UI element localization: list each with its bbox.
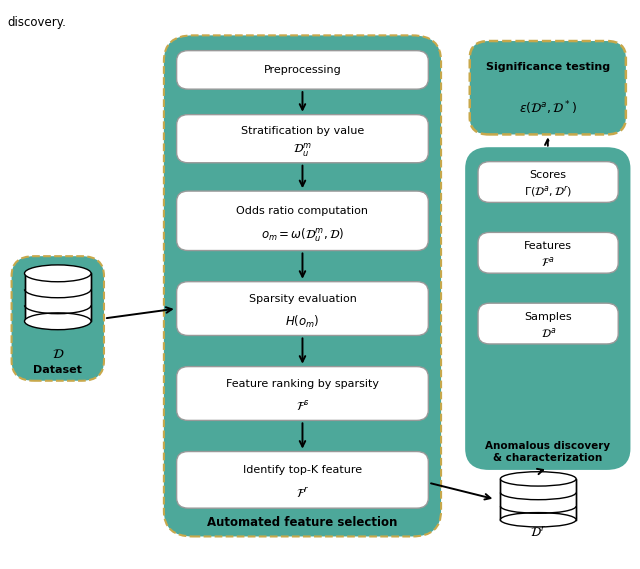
FancyBboxPatch shape xyxy=(164,35,441,537)
Text: $\mathcal{D}^a$: $\mathcal{D}^a$ xyxy=(541,326,556,340)
FancyBboxPatch shape xyxy=(177,452,428,508)
Text: $\epsilon(\mathcal{D}^a, \mathcal{D}^*)$: $\epsilon(\mathcal{D}^a, \mathcal{D}^*)$ xyxy=(519,100,577,117)
FancyBboxPatch shape xyxy=(177,51,428,89)
Text: Scores: Scores xyxy=(530,170,566,180)
Text: $\Gamma(\mathcal{D}^a, \mathcal{D}^r)$: $\Gamma(\mathcal{D}^a, \mathcal{D}^r)$ xyxy=(524,184,572,199)
FancyBboxPatch shape xyxy=(177,191,428,250)
FancyBboxPatch shape xyxy=(478,232,618,273)
Text: Odds ratio computation: Odds ratio computation xyxy=(236,205,369,216)
Text: Stratification by value: Stratification by value xyxy=(241,126,364,135)
Ellipse shape xyxy=(24,265,91,282)
FancyBboxPatch shape xyxy=(12,256,104,381)
Text: Sparsity evaluation: Sparsity evaluation xyxy=(248,294,356,304)
Text: Preprocessing: Preprocessing xyxy=(264,65,341,75)
FancyBboxPatch shape xyxy=(177,114,428,163)
FancyBboxPatch shape xyxy=(478,162,618,203)
Text: $H(o_m)$: $H(o_m)$ xyxy=(285,314,320,329)
Ellipse shape xyxy=(500,472,576,486)
FancyBboxPatch shape xyxy=(478,303,618,344)
Text: Dataset: Dataset xyxy=(33,365,82,374)
Text: Anomalous discovery
& characterization: Anomalous discovery & characterization xyxy=(485,442,611,463)
Text: Significance testing: Significance testing xyxy=(486,62,610,72)
Text: Features: Features xyxy=(524,241,572,251)
Text: $\mathcal{D}^r$: $\mathcal{D}^r$ xyxy=(530,526,547,541)
FancyBboxPatch shape xyxy=(467,149,629,468)
Text: Automated feature selection: Automated feature selection xyxy=(207,516,397,529)
Text: $\mathcal{D}$: $\mathcal{D}$ xyxy=(52,348,64,361)
Text: Samples: Samples xyxy=(524,312,572,321)
FancyBboxPatch shape xyxy=(470,41,626,134)
Text: $\mathcal{F}^r$: $\mathcal{F}^r$ xyxy=(296,486,309,501)
Text: discovery.: discovery. xyxy=(8,15,67,28)
Text: $o_m = \omega(\mathcal{D}_u^m, \mathcal{D})$: $o_m = \omega(\mathcal{D}_u^m, \mathcal{… xyxy=(261,226,344,244)
Text: $\mathcal{D}_u^m$: $\mathcal{D}_u^m$ xyxy=(293,142,312,159)
Text: $\mathcal{F}^a$: $\mathcal{F}^a$ xyxy=(541,255,555,269)
FancyBboxPatch shape xyxy=(177,282,428,336)
FancyBboxPatch shape xyxy=(24,273,91,321)
Text: $\mathcal{F}^s$: $\mathcal{F}^s$ xyxy=(296,399,309,414)
Text: Identify top-K feature: Identify top-K feature xyxy=(243,465,362,475)
Ellipse shape xyxy=(500,513,576,527)
FancyBboxPatch shape xyxy=(500,479,576,519)
Text: Feature ranking by sparsity: Feature ranking by sparsity xyxy=(226,380,379,389)
FancyBboxPatch shape xyxy=(177,366,428,420)
Ellipse shape xyxy=(24,313,91,329)
